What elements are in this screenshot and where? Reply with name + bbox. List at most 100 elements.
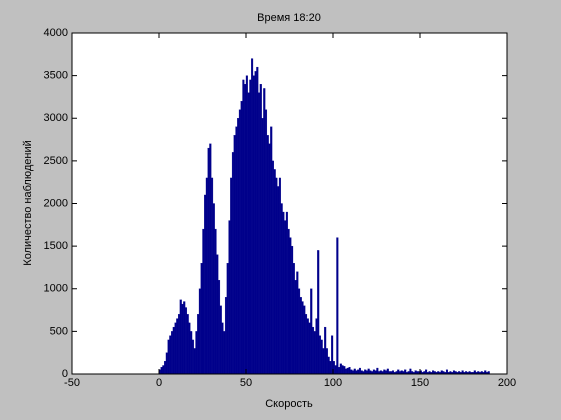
bar [278,177,281,375]
bar [268,143,271,375]
bar [374,370,377,375]
bar [205,177,208,375]
bar [372,369,375,375]
bar [287,228,290,375]
bar [313,331,316,375]
bar [348,367,351,375]
bar [251,58,254,375]
bar [331,335,334,375]
bar [432,370,435,375]
bar [219,305,222,375]
bar [329,361,332,375]
bar [258,92,261,375]
bar [461,370,464,375]
bar [301,301,304,375]
bar [233,135,236,375]
x-tick-label: 100 [324,377,342,389]
bar [318,335,321,375]
bar [195,331,198,375]
bar [273,169,276,375]
bar [397,369,400,375]
bar [198,288,201,375]
bar [230,177,233,375]
bar [365,370,368,375]
bar [392,370,395,375]
bar [315,318,318,375]
bar [231,152,234,375]
bar [284,220,287,375]
bar [345,368,348,375]
bar [445,369,448,375]
bar [336,237,339,375]
bar [261,118,264,375]
bar [252,75,255,375]
bar [237,118,240,375]
bar [174,322,177,375]
bar [254,71,257,375]
bar [242,79,245,375]
bar [357,369,360,375]
bar [322,348,325,375]
bar [200,263,203,375]
bar [303,305,306,375]
x-tick-label: 0 [156,377,162,389]
bar [249,79,252,375]
bar [172,326,175,375]
bar [228,220,231,375]
bar [404,369,407,375]
bar [221,322,224,375]
bar [164,361,167,375]
bar [292,263,295,375]
bar [341,365,344,375]
bar [204,194,207,375]
bar [214,228,217,375]
bar [183,301,186,375]
chart-title: Время 18:20 [257,12,321,24]
x-tick-label: -50 [64,377,80,389]
bar [350,369,353,375]
bar [294,280,297,375]
bar [181,303,184,375]
bar [188,322,191,375]
y-tick-label: 3000 [44,112,68,124]
bar [358,367,361,375]
bar [414,370,417,375]
bar [353,368,356,375]
bar [385,370,388,375]
bar [167,339,170,375]
bar [165,352,168,375]
bar [216,254,219,375]
bar [338,367,341,375]
bar [207,147,210,375]
bar [379,370,382,375]
bar [218,280,221,375]
y-axis-label: Количество наблюдений [22,140,34,265]
bar [285,211,288,375]
bar [484,370,487,375]
bar [186,314,189,375]
bar [245,75,248,375]
bar [190,331,193,375]
bar [263,88,266,375]
bar [235,126,238,375]
bar [171,331,174,375]
bar [311,326,315,375]
y-tick-label: 0 [62,368,68,380]
bar [211,177,214,375]
x-tick-label: 50 [240,377,252,389]
bar [289,237,292,375]
x-tick-label: 150 [411,377,429,389]
bar [193,348,196,375]
bar [256,66,259,375]
bar [317,250,320,375]
bar [305,314,308,375]
bar [339,363,342,375]
bar [240,101,243,375]
y-tick-label: 2000 [44,197,68,209]
bar [238,109,241,375]
bar [452,370,455,375]
bar [327,356,330,375]
bar [355,370,358,375]
